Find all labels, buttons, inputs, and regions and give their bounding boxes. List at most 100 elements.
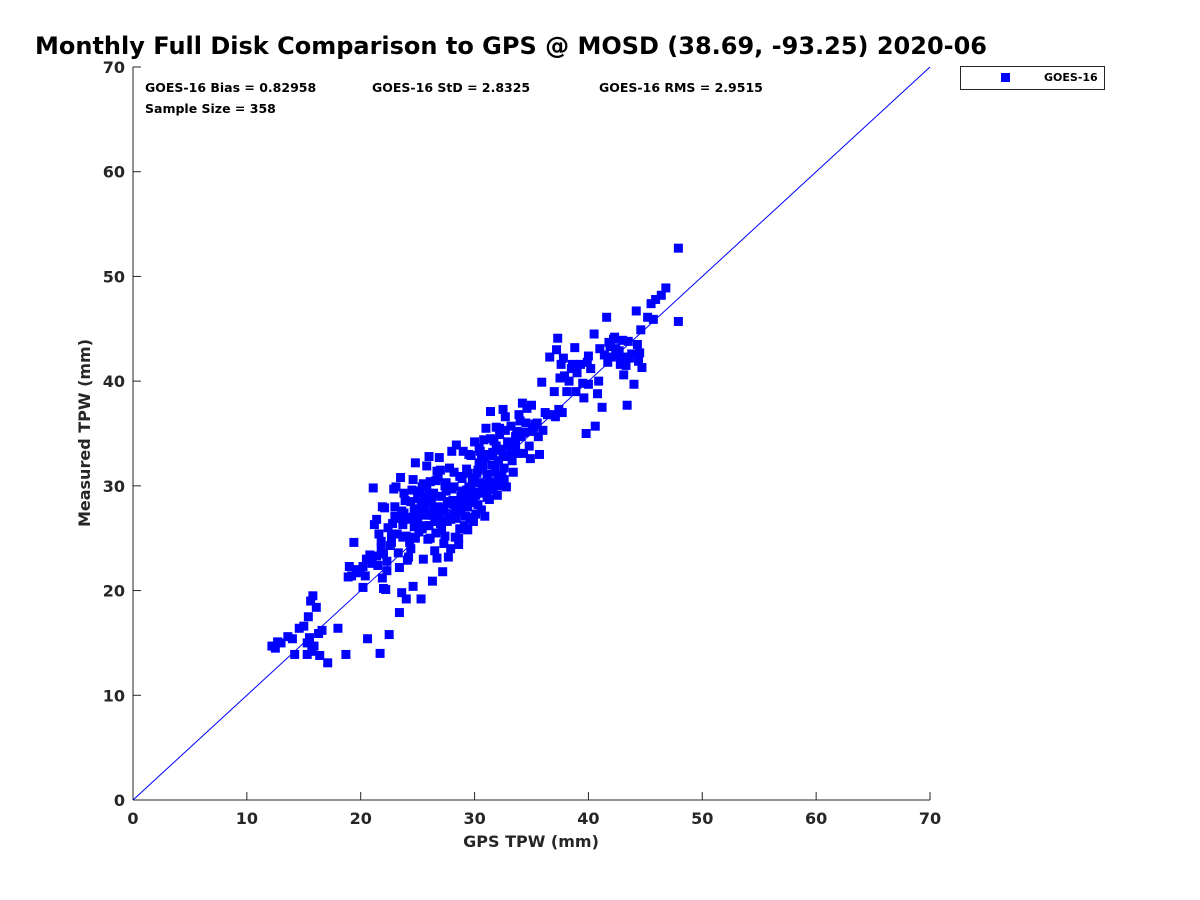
data-point <box>393 548 403 558</box>
data-point <box>549 387 559 397</box>
data-point <box>480 511 490 521</box>
data-point <box>506 446 516 456</box>
data-point <box>435 465 445 475</box>
data-point <box>351 568 361 578</box>
data-point <box>412 504 421 514</box>
x-tick-label: 10 <box>236 809 258 828</box>
data-point <box>341 649 351 659</box>
data-point <box>375 648 385 658</box>
data-point <box>627 349 637 359</box>
data-point <box>441 486 451 496</box>
data-point <box>374 529 384 539</box>
data-point <box>491 441 501 451</box>
data-point <box>486 407 496 417</box>
data-point <box>433 472 443 482</box>
data-point <box>586 364 596 374</box>
data-point <box>454 540 464 549</box>
data-point <box>315 650 325 660</box>
data-point <box>408 475 418 485</box>
data-point <box>629 379 639 389</box>
data-point <box>481 423 491 433</box>
data-point <box>508 467 518 477</box>
data-point <box>511 432 521 442</box>
data-point <box>358 582 368 592</box>
data-point <box>390 502 400 512</box>
data-point <box>376 536 386 546</box>
data-point <box>437 491 447 501</box>
data-point <box>492 490 502 500</box>
data-point <box>505 440 515 450</box>
data-point <box>447 446 457 456</box>
data-point <box>307 646 317 656</box>
x-tick-label: 30 <box>463 809 485 828</box>
data-point <box>407 485 417 495</box>
data-point <box>400 514 410 524</box>
data-point <box>562 387 572 397</box>
data-point <box>514 410 524 420</box>
data-point <box>615 359 625 369</box>
data-point <box>440 531 450 541</box>
data-point <box>486 434 496 444</box>
data-point <box>558 353 568 363</box>
x-tick-label: 40 <box>577 809 599 828</box>
data-point <box>386 529 396 539</box>
data-point <box>455 524 465 534</box>
data-point <box>372 551 382 561</box>
data-point <box>424 488 434 498</box>
data-point <box>646 299 656 309</box>
data-point <box>458 486 468 496</box>
data-point <box>459 502 469 512</box>
data-point <box>373 560 383 570</box>
data-point <box>581 429 591 438</box>
data-point <box>570 343 580 353</box>
data-point <box>673 243 683 253</box>
data-point <box>376 543 386 553</box>
data-point <box>431 528 441 538</box>
data-point <box>451 440 461 450</box>
data-point <box>597 402 607 412</box>
data-point <box>567 359 577 369</box>
data-point <box>517 398 527 408</box>
data-point <box>390 511 400 521</box>
data-point <box>406 497 416 507</box>
data-point <box>416 594 426 604</box>
data-point <box>440 481 450 491</box>
data-point <box>605 342 615 352</box>
data-point <box>582 357 592 367</box>
data-point <box>656 290 666 300</box>
data-point <box>405 537 415 547</box>
data-point <box>388 519 398 529</box>
data-point <box>449 467 459 477</box>
x-tick-label: 20 <box>350 809 372 828</box>
data-point <box>303 612 313 622</box>
data-point <box>432 553 442 563</box>
y-tick-label: 60 <box>103 163 125 182</box>
data-point <box>399 488 409 498</box>
data-point <box>443 552 453 562</box>
data-point <box>433 502 443 512</box>
data-point <box>475 446 485 456</box>
data-point <box>426 494 436 504</box>
data-point <box>401 594 411 604</box>
data-point <box>634 356 644 366</box>
data-point <box>397 506 407 516</box>
data-point <box>468 498 478 508</box>
y-tick-label: 50 <box>103 267 125 286</box>
data-point <box>358 561 368 571</box>
data-point <box>378 583 388 593</box>
data-point <box>482 469 492 479</box>
data-point <box>382 556 392 566</box>
data-point <box>545 352 555 362</box>
data-point <box>276 638 286 648</box>
data-point <box>516 432 526 442</box>
data-point <box>488 485 498 495</box>
data-point <box>457 474 467 484</box>
data-point <box>439 538 449 548</box>
data-point <box>490 461 500 471</box>
data-point <box>454 533 464 543</box>
data-point <box>550 412 560 422</box>
data-point <box>537 377 547 387</box>
rms-stat: GOES-16 RMS = 2.9515 <box>599 80 763 95</box>
data-point <box>416 501 426 511</box>
data-point <box>372 514 382 524</box>
